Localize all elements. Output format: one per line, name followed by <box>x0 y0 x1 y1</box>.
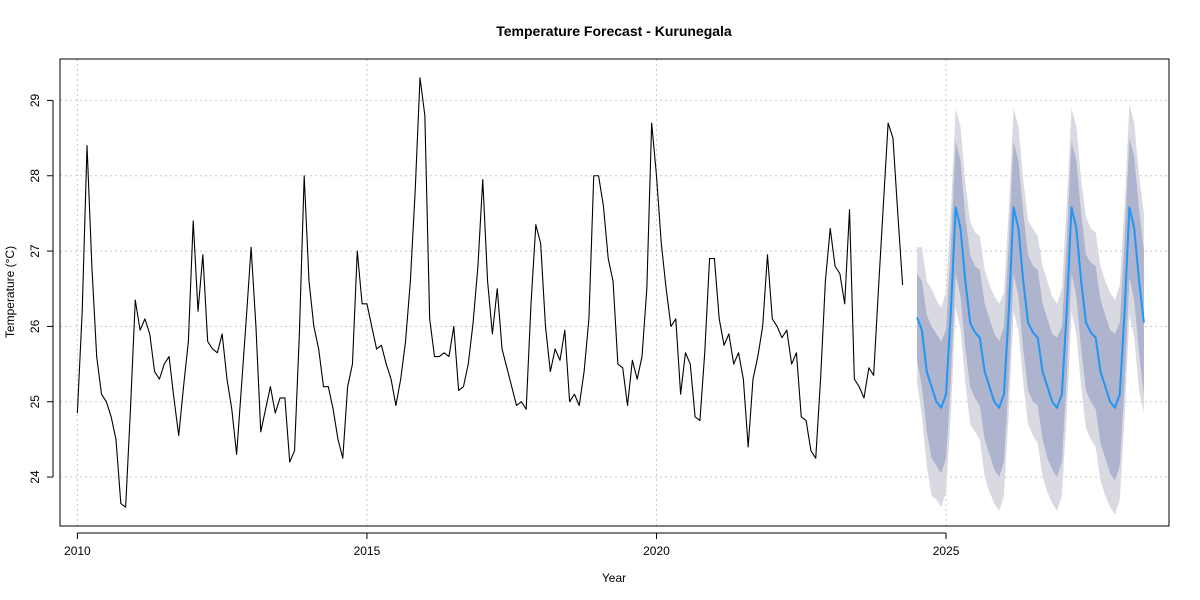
x-tick-label-2015: 2015 <box>354 544 381 558</box>
history-series <box>76 77 904 508</box>
plot-frame <box>59 58 1170 527</box>
forecast-mean-line <box>916 206 1145 409</box>
x-axis: 2010 2015 2020 2025 <box>64 532 960 558</box>
forecast-series <box>916 206 1145 409</box>
y-tick-label-27: 27 <box>28 244 42 258</box>
y-axis-label: Temperature (°C) <box>3 246 17 338</box>
y-tick-label-25: 25 <box>28 395 42 409</box>
x-tick-label-2025: 2025 <box>933 544 960 558</box>
x-axis-label: Year <box>602 571 626 585</box>
chart-title: Temperature Forecast - Kurunegala <box>496 23 732 39</box>
y-tick-label-24: 24 <box>28 470 42 484</box>
y-tick-label-28: 28 <box>28 169 42 183</box>
history-line <box>76 77 904 508</box>
confidence-band-80 <box>917 138 1144 481</box>
y-tick-label-26: 26 <box>28 319 42 333</box>
x-tick-label-2010: 2010 <box>64 544 91 558</box>
y-tick-label-29: 29 <box>28 93 42 107</box>
y-axis: 24 25 26 27 28 29 <box>28 93 54 484</box>
x-tick-label-2020: 2020 <box>643 544 670 558</box>
band-80-area <box>917 138 1144 481</box>
